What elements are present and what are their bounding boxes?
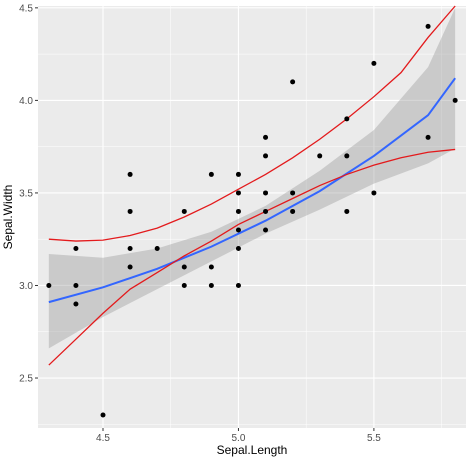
data-point (371, 60, 377, 66)
data-point (208, 171, 214, 177)
data-point (73, 282, 79, 288)
y-tick-label: 4.5 (19, 3, 33, 14)
y-tick-label: 2.5 (19, 374, 33, 385)
data-point (127, 245, 133, 251)
data-points (46, 23, 458, 418)
data-point (181, 282, 187, 288)
data-point (100, 412, 106, 418)
lower-red-band-line (48, 148, 456, 366)
y-tick-label: 3.0 (19, 281, 33, 292)
data-point (425, 23, 431, 29)
data-point (290, 190, 296, 196)
x-tick-label: 4.5 (96, 433, 110, 444)
x-axis-title: Sepal.Length (217, 443, 288, 457)
data-point (371, 190, 377, 196)
data-point (344, 153, 350, 159)
data-point (235, 245, 241, 251)
y-tick-label: 3.5 (19, 188, 33, 199)
data-point (263, 153, 269, 159)
data-point (263, 134, 269, 140)
data-point (344, 116, 350, 122)
data-point (235, 190, 241, 196)
y-tick-label: 4.0 (19, 96, 33, 107)
major-gridlines (38, 6, 466, 428)
data-point (290, 208, 296, 214)
data-point (235, 227, 241, 233)
minor-gridlines (38, 6, 466, 428)
data-point (344, 208, 350, 214)
y-axis-ticks: 2.5 3.0 3.5 4.0 4.5 (19, 3, 38, 385)
confidence-ribbon (48, 7, 456, 349)
data-point (263, 208, 269, 214)
data-point (208, 282, 214, 288)
data-point (181, 208, 187, 214)
data-point (127, 208, 133, 214)
data-point (317, 153, 323, 159)
data-point (154, 245, 160, 251)
upper-red-band-line (48, 5, 456, 242)
data-point (208, 264, 214, 270)
data-point (290, 79, 296, 85)
data-point (263, 227, 269, 233)
data-point (425, 134, 431, 140)
y-axis-title: Sepal.Width (1, 185, 15, 250)
data-point (127, 264, 133, 270)
data-point (181, 264, 187, 270)
x-tick-label: 5.0 (232, 433, 246, 444)
x-tick-label: 5.5 (367, 433, 381, 444)
data-point (235, 171, 241, 177)
data-point (263, 190, 269, 196)
data-point (235, 208, 241, 214)
plot-panel (38, 6, 466, 428)
data-point (235, 282, 241, 288)
smooth-fit-line (48, 77, 456, 304)
data-point (73, 301, 79, 307)
data-point (46, 282, 52, 288)
data-point (127, 171, 133, 177)
data-point (452, 97, 458, 103)
x-axis-ticks: 4.5 5.0 5.5 (96, 428, 381, 444)
data-point (73, 245, 79, 251)
